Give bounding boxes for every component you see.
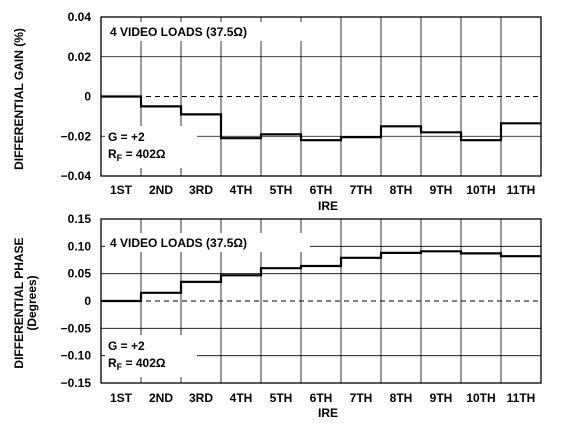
gain-x-tick-label: 3RD [189, 183, 213, 197]
gain-params-label-bg [105, 126, 197, 168]
phase-rf-subscript: F [117, 362, 123, 372]
phase-gain-annotation: G = +2 [108, 339, 145, 353]
gain-data-point [120, 96, 122, 98]
phase-x-tick-label: 10TH [466, 391, 495, 405]
phase-x-axis-title: IRE [318, 406, 338, 420]
gain-rf-main: R [108, 147, 117, 161]
phase-rf-main: R [108, 356, 117, 370]
gain-x-tick-label: 2ND [149, 183, 173, 197]
phase-data-point [240, 274, 242, 276]
phase-data-point [200, 281, 202, 283]
gain-x-tick-label: 10TH [466, 183, 495, 197]
gain-loads-annotation: 4 VIDEO LOADS (37.5Ω) [110, 25, 247, 39]
gain-rf-value: = 402Ω [122, 147, 166, 161]
gain-data-point [160, 105, 162, 107]
gain-series-line [101, 95, 541, 142]
phase-data-point [280, 267, 282, 269]
phase-y-tick-label: 0.15 [68, 212, 92, 226]
gain-x-tick-label: 9TH [430, 183, 453, 197]
gain-data-point [280, 133, 282, 135]
phase-data-point [360, 257, 362, 259]
phase-loads-label-bg [105, 233, 310, 252]
phase-data-point [480, 252, 482, 254]
gain-y-tick-label: 0 [84, 90, 91, 104]
gain-x-tick-label: 1ST [110, 183, 133, 197]
gain-data-point [240, 137, 242, 139]
phase-loads-annotation: 4 VIDEO LOADS (37.5Ω) [110, 236, 247, 250]
gain-y-axis-title: DIFFERENTIAL GAIN (%) [12, 28, 26, 170]
gain-x-tick-labels: 1ST 2ND 3RD 4TH 5TH 6TH 7TH 8TH 9TH 10TH 11TH [110, 183, 535, 197]
gain-x-axis-title: IRE [318, 199, 338, 213]
phase-y-axis-title: DIFFERENTIAL PHASE [12, 237, 26, 368]
gain-x-tick-label: 8TH [390, 183, 413, 197]
gain-loads-label-bg [105, 22, 310, 41]
gain-y-tick-labels: 0.04 0.02 0 −0.02 −0.04 [61, 10, 92, 183]
gain-gridlines [101, 17, 541, 176]
gain-data-point [520, 122, 522, 124]
phase-x-tick-label: 4TH [230, 391, 253, 405]
gain-y-tick-label: 0.02 [68, 50, 92, 64]
gain-y-tick-label: −0.04 [61, 169, 92, 183]
gain-x-tick-label: 6TH [310, 183, 333, 197]
gain-x-tick-label: 5TH [270, 183, 293, 197]
phase-data-point [520, 255, 522, 257]
gain-x-tick-label: 7TH [350, 183, 373, 197]
gain-data-point [320, 139, 322, 141]
phase-x-tick-label: 7TH [350, 391, 373, 405]
differential-gain-chart: 0.04 0.02 0 −0.02 −0.04 1ST 2ND 3RD 4TH 5TH 6TH 7T… [12, 10, 542, 213]
gain-data-point [400, 125, 402, 127]
phase-y-tick-label: −0.10 [61, 349, 92, 363]
gain-data-point [480, 139, 482, 141]
phase-rf-value: = 402Ω [122, 356, 166, 370]
gain-y-tick-label: 0.04 [68, 10, 92, 24]
phase-y-tick-labels: 0.15 0.10 0.05 0 −0.05 −0.10 −0.15 [61, 212, 92, 390]
phase-y-tick-label: −0.15 [61, 376, 92, 390]
phase-data-point [120, 300, 122, 302]
phase-data-point [400, 252, 402, 254]
gain-y-tick-label: −0.02 [61, 129, 92, 143]
gain-data-point [440, 131, 442, 133]
phase-x-tick-label: 6TH [310, 391, 333, 405]
phase-x-tick-label: 9TH [430, 391, 453, 405]
phase-x-tick-label: 11TH [507, 391, 536, 405]
phase-y-axis-unit: (Degrees) [25, 275, 39, 330]
phase-series-line [101, 250, 541, 303]
phase-y-tick-label: 0.05 [68, 267, 92, 281]
phase-data-point [160, 292, 162, 294]
gain-data-point [200, 113, 202, 115]
phase-data-point [320, 265, 322, 267]
phase-y-tick-label: 0 [84, 294, 91, 308]
phase-x-tick-label: 5TH [270, 391, 293, 405]
gain-x-tick-label: 4TH [230, 183, 253, 197]
phase-x-tick-label: 3RD [189, 391, 213, 405]
gain-rf-annotation: RF = 402Ω [108, 147, 166, 163]
differential-phase-chart: 0.15 0.10 0.05 0 −0.05 −0.10 −0.15 1ST 2ND 3RD 4T… [12, 212, 542, 420]
phase-data-point [440, 250, 442, 252]
phase-x-tick-label: 1ST [110, 391, 133, 405]
phase-x-tick-label: 2ND [149, 391, 173, 405]
phase-x-tick-labels: 1ST 2ND 3RD 4TH 5TH 6TH 7TH 8TH 9TH 10TH 11TH [110, 391, 535, 405]
phase-y-tick-label: 0.10 [68, 239, 92, 253]
gain-gain-annotation: G = +2 [108, 130, 145, 144]
phase-y-tick-label: −0.05 [61, 321, 92, 335]
gain-rf-subscript: F [117, 153, 123, 163]
phase-x-tick-label: 8TH [390, 391, 413, 405]
phase-data-points [120, 250, 522, 302]
gain-x-tick-label: 11TH [507, 183, 536, 197]
gain-data-point [360, 136, 362, 138]
phase-rf-annotation: RF = 402Ω [108, 356, 166, 372]
phase-params-label-bg [105, 335, 197, 377]
